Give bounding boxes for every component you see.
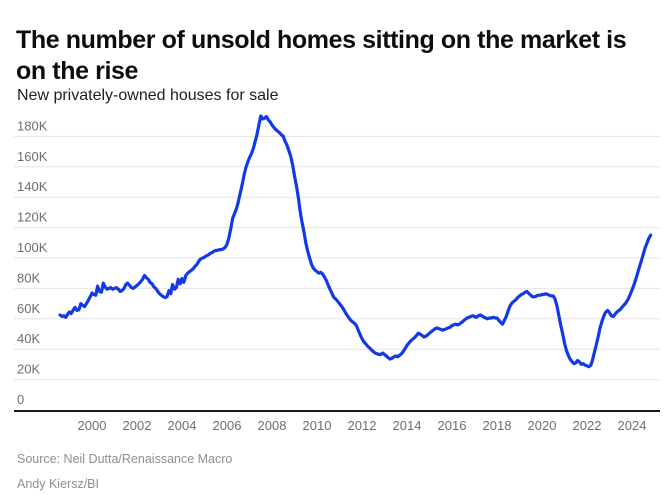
y-tick-label: 40K — [17, 331, 40, 346]
y-tick-label: 160K — [17, 149, 48, 164]
x-tick-label: 2006 — [213, 418, 242, 433]
y-tick-label: 180K — [17, 118, 48, 133]
y-tick-label: 140K — [17, 179, 48, 194]
x-tick-label: 2016 — [438, 418, 467, 433]
y-tick-label: 0 — [17, 392, 24, 407]
x-tick-label: 2014 — [393, 418, 422, 433]
chart-subtitle: New privately-owned houses for sale — [17, 87, 279, 104]
y-tick-label: 20K — [17, 362, 40, 377]
x-tick-label: 2004 — [168, 418, 197, 433]
x-tick-label: 2022 — [573, 418, 602, 433]
y-tick-label: 60K — [17, 301, 40, 316]
page-title: The number of unsold homes sitting on th… — [16, 25, 627, 85]
x-tick-label: 2008 — [258, 418, 287, 433]
author-byline: Andy Kiersz/BI — [17, 477, 99, 491]
source-credit: Source: Neil Dutta/Renaissance Macro — [17, 452, 233, 466]
x-tick-label: 2002 — [123, 418, 152, 433]
x-tick-label: 2020 — [528, 418, 557, 433]
data-line — [58, 114, 653, 369]
x-tick-label: 2000 — [78, 418, 107, 433]
x-tick-label: 2012 — [348, 418, 377, 433]
x-tick-label: 2010 — [303, 418, 332, 433]
x-tick-label: 2018 — [483, 418, 512, 433]
x-tick-label: 2024 — [618, 418, 647, 433]
y-tick-label: 120K — [17, 210, 48, 225]
y-tick-label: 100K — [17, 240, 48, 255]
y-tick-label: 80K — [17, 270, 40, 285]
